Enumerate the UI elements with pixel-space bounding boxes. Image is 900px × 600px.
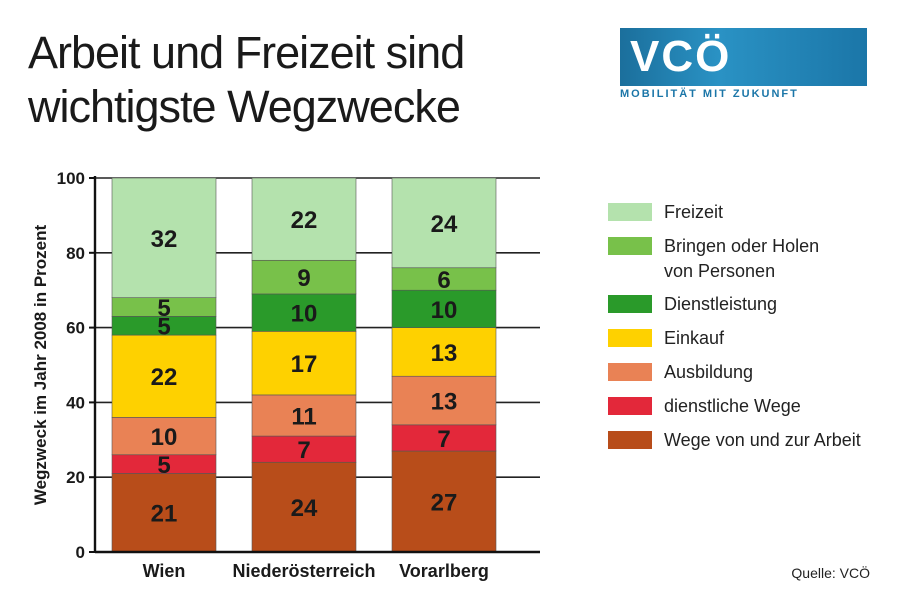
title-line-1: Arbeit und Freizeit sind [28,27,465,78]
data-label: 6 [437,267,450,294]
x-tick-label: Wien [143,561,186,581]
bar-segment [111,417,217,456]
legend-label: Wege von und zur Arbeit [664,430,861,450]
data-label: 24 [291,495,318,522]
bar-segment [251,331,357,396]
data-label: 32 [151,226,178,253]
bar-segment [251,435,357,463]
bar-segment [251,461,357,553]
bar-segment [391,424,497,452]
y-tick-label: 100 [57,169,85,188]
data-label: 11 [291,403,316,430]
legend-label-line: Bringen oder Holen [664,236,820,256]
legend-label: Ausbildung [664,362,754,382]
bar-segment [111,177,217,298]
data-label: 27 [431,490,458,517]
source-note: Quelle: VCÖ [791,565,870,581]
x-tick-label: Vorarlberg [399,561,489,581]
data-label: 10 [431,297,458,324]
data-label: 21 [151,501,178,528]
legend-swatch [608,397,652,415]
legend-item: Dienstleistung [608,292,888,326]
data-label: 22 [151,364,178,391]
legend-item: Freizeit [608,200,888,234]
legend-swatch [608,295,652,313]
bar-segment [111,334,217,418]
data-label: 7 [437,426,450,453]
legend-label: Bringen oder Holen von Personen [664,234,884,284]
legend-item: Bringen oder Holen von Personen [608,234,888,292]
data-label: 10 [151,424,178,451]
legend-label: Einkauf [664,328,725,348]
logo-tagline: MOBILITÄT MIT ZUKUNFT [620,88,799,100]
legend: Freizeit Bringen oder Holen von Personen Di… [608,200,888,462]
data-label: 22 [291,207,318,234]
logo-text: VCÖ [630,32,732,81]
legend-swatch [608,329,652,347]
bar-segment [391,375,497,426]
y-tick-label: 20 [66,468,85,487]
bar-segment [251,293,357,332]
legend-item: dienstliche Wege [608,394,888,428]
data-label: 13 [431,389,458,416]
legend-label: Freizeit [664,202,724,222]
data-label: 9 [297,265,310,292]
data-label: 17 [291,351,318,378]
bar-segment [391,289,497,328]
legend-swatch [608,363,652,381]
legend-label: Dienstleistung [664,294,778,314]
legend-item: Einkauf [608,326,888,360]
x-tick-label: Niederösterreich [232,561,375,581]
data-label: 5 [157,314,170,341]
bar-segment [391,177,497,269]
chart-title: Arbeit und Freizeit sind wichtigste Wegz… [28,26,588,134]
title-line-2: wichtigste Wegzwecke [28,81,461,132]
data-label: 13 [431,340,458,367]
legend-label-line: von Personen [664,261,776,281]
legend-swatch [608,203,652,221]
y-tick-label: 0 [76,543,85,562]
legend-swatch [608,237,652,255]
legend-label: dienstliche Wege [664,396,801,416]
data-label: 5 [157,295,170,322]
y-tick-label: 40 [66,393,85,412]
y-tick-label: 60 [66,319,85,338]
legend-swatch [608,431,652,449]
legend-item: Wege von und zur Arbeit [608,428,888,462]
bar-segment [391,450,497,553]
bar-segment [251,177,357,261]
bar-segment [251,394,357,437]
data-label: 5 [157,452,170,479]
data-label: 7 [297,437,310,464]
legend-item: Ausbildung [608,360,888,394]
vco-logo: VCÖ [620,28,867,86]
y-axis-label: Wegzweck im Jahr 2008 in Prozent [31,225,50,506]
y-tick-label: 80 [66,244,85,263]
data-label: 24 [431,211,458,238]
bar-segment [251,259,357,295]
data-label: 10 [291,301,318,328]
